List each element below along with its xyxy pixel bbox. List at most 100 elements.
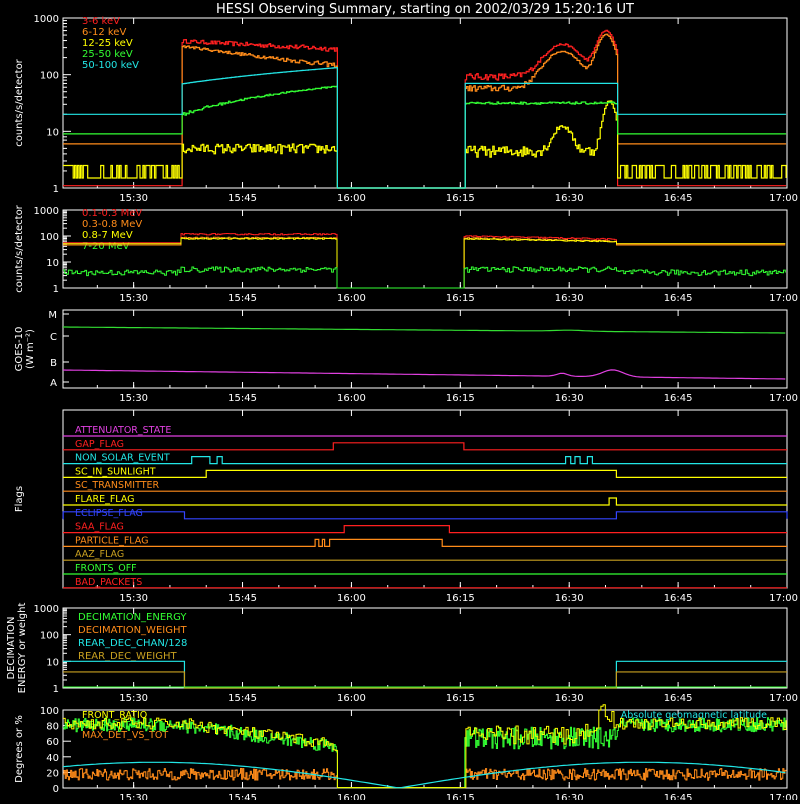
- y-tick-label: 60: [46, 737, 59, 748]
- legend-entry: 0.8-7 MeV: [82, 230, 133, 241]
- x-tick-label: 16:15: [446, 193, 475, 204]
- x-tick-label: 15:45: [228, 193, 257, 204]
- legend-entry: 12-25 keV: [82, 38, 133, 49]
- x-tick-label: 16:15: [446, 293, 475, 304]
- x-tick-label: 17:00: [769, 593, 798, 604]
- panel-6: 0 20 40 60 80 100 Degrees or % 15:30 15:45 16:00 1…: [14, 704, 798, 804]
- y-tick-label: A: [50, 378, 57, 389]
- y-tick-label: 1000: [34, 604, 59, 615]
- panel-frame: [62, 309, 788, 389]
- panel-1: 1 10 100 1000 counts/s/detector 15:30 15:45 16:…: [14, 14, 798, 204]
- x-tick-label: 16:30: [555, 293, 584, 304]
- flag-label: BAD_PACKETS: [75, 577, 142, 588]
- geomagnetic-latitude-line: [62, 761, 786, 789]
- x-tick-label: 16:00: [337, 793, 366, 800]
- x-tick-label: 16:45: [664, 693, 693, 704]
- legend-entry: DECIMATION_WEIGHT: [78, 625, 187, 636]
- flag-line: [63, 469, 787, 478]
- x-tick-label: 16:15: [446, 693, 475, 704]
- y-tick-label: 100: [40, 631, 59, 642]
- series-line: [63, 67, 787, 189]
- goes-curve: [63, 326, 786, 334]
- panel-2: 1 10 100 1000 counts/s/detector 15:30 15:45 16:…: [14, 204, 798, 304]
- flag-line: [63, 497, 787, 506]
- x-tick-label: 15:30: [119, 393, 148, 404]
- x-tick-label: 15:45: [228, 793, 257, 800]
- flag-label: AAZ_FLAG: [75, 549, 124, 560]
- y-tick-label: C: [50, 332, 57, 343]
- y-tick-label: 20: [46, 768, 59, 779]
- flag-label: GAP_FLAG: [75, 439, 124, 450]
- x-tick-label: 15:30: [119, 693, 148, 704]
- y-tick-label: 10: [46, 258, 59, 269]
- panel-frame: [62, 209, 788, 289]
- flag-line: [63, 456, 787, 465]
- y-tick-label: M: [48, 310, 57, 321]
- x-tick-label: 15:30: [119, 193, 148, 204]
- legend-entry: 25-50 keV: [82, 49, 133, 60]
- series-line: [63, 29, 787, 189]
- x-tick-label: 15:45: [228, 393, 257, 404]
- y-tick-label: 1000: [34, 206, 59, 217]
- flag-line: [63, 525, 787, 534]
- y-axis-label: GOES-10: [14, 327, 25, 372]
- y-tick-label: 1: [53, 684, 59, 695]
- x-tick-label: 15:30: [119, 793, 148, 800]
- x-tick-label: 16:30: [555, 793, 584, 800]
- flag-label: ATTENUATOR_STATE: [75, 425, 171, 436]
- y-tick-label: 100: [40, 232, 59, 243]
- y-tick-label: 100: [40, 706, 59, 717]
- x-tick-label: 16:00: [337, 393, 366, 404]
- x-tick-label: 17:00: [769, 693, 798, 704]
- x-tick-label: 15:30: [119, 593, 148, 604]
- x-tick-label: 16:45: [664, 393, 693, 404]
- x-tick-label: 16:15: [446, 593, 475, 604]
- flag-label: FRONTS_OFF: [75, 563, 137, 574]
- flag-label: ECLIPSE_FLAG: [75, 508, 143, 519]
- flag-label: PARTICLE_FLAG: [75, 535, 148, 546]
- front-ratio-line: [63, 704, 787, 789]
- flag-line: [62, 511, 788, 520]
- plot-title: HESSI Observing Summary, starting on 200…: [216, 2, 634, 17]
- x-tick-label: 17:00: [769, 793, 798, 800]
- x-tick-label: 16:45: [664, 593, 693, 604]
- legend-entry: 3-6 keV: [82, 16, 120, 27]
- x-tick-label: 16:00: [337, 293, 366, 304]
- y-tick-label: 0: [53, 784, 59, 795]
- x-tick-label: 15:45: [228, 693, 257, 704]
- x-tick-label: 16:30: [555, 693, 584, 704]
- flag-label: SC_IN_SUNLIGHT: [75, 466, 156, 477]
- x-tick-label: 16:00: [337, 593, 366, 604]
- x-tick-label: 17:00: [769, 193, 798, 204]
- y-tick-label: 1000: [34, 14, 59, 25]
- legend-entry: 50-100 keV: [82, 60, 139, 71]
- y-tick-label: 80: [46, 722, 59, 733]
- x-tick-label: 15:45: [228, 293, 257, 304]
- flag-label: FLARE_FLAG: [75, 494, 135, 505]
- y-tick-label: 40: [46, 753, 59, 764]
- series-line: [63, 233, 786, 289]
- series-line: [63, 266, 786, 289]
- flag-line: [63, 442, 787, 451]
- legend-entry: 0.3-0.8 MeV: [82, 219, 142, 230]
- panel-frame: [62, 409, 788, 589]
- x-tick-label: 16:45: [664, 293, 693, 304]
- x-tick-label: 16:00: [337, 693, 366, 704]
- legend-entry: DECIMATION_ENERGY: [78, 612, 187, 623]
- y-tick-label: 1: [53, 284, 59, 295]
- y-tick-label: B: [50, 358, 57, 369]
- flag-line: [63, 538, 787, 547]
- goes-curve: [62, 369, 786, 380]
- y-axis-label: DECIMATION: [6, 616, 17, 679]
- y-axis-label: Flags: [14, 486, 25, 512]
- x-tick-label: 16:30: [555, 393, 584, 404]
- y-axis-label-2: (W m⁻²): [25, 329, 36, 369]
- flag-label: SAA_FLAG: [75, 522, 124, 533]
- x-tick-label: 15:45: [228, 593, 257, 604]
- legend-entry: MAX_DET_VS_TOT: [82, 730, 168, 741]
- y-axis-label-2: ENERGY or weight: [17, 603, 28, 694]
- panel-frame: [62, 17, 788, 189]
- y-axis-label: counts/s/detector: [14, 204, 25, 292]
- flag-label: SC_TRANSMITTER: [75, 480, 160, 491]
- x-tick-label: 17:00: [769, 293, 798, 304]
